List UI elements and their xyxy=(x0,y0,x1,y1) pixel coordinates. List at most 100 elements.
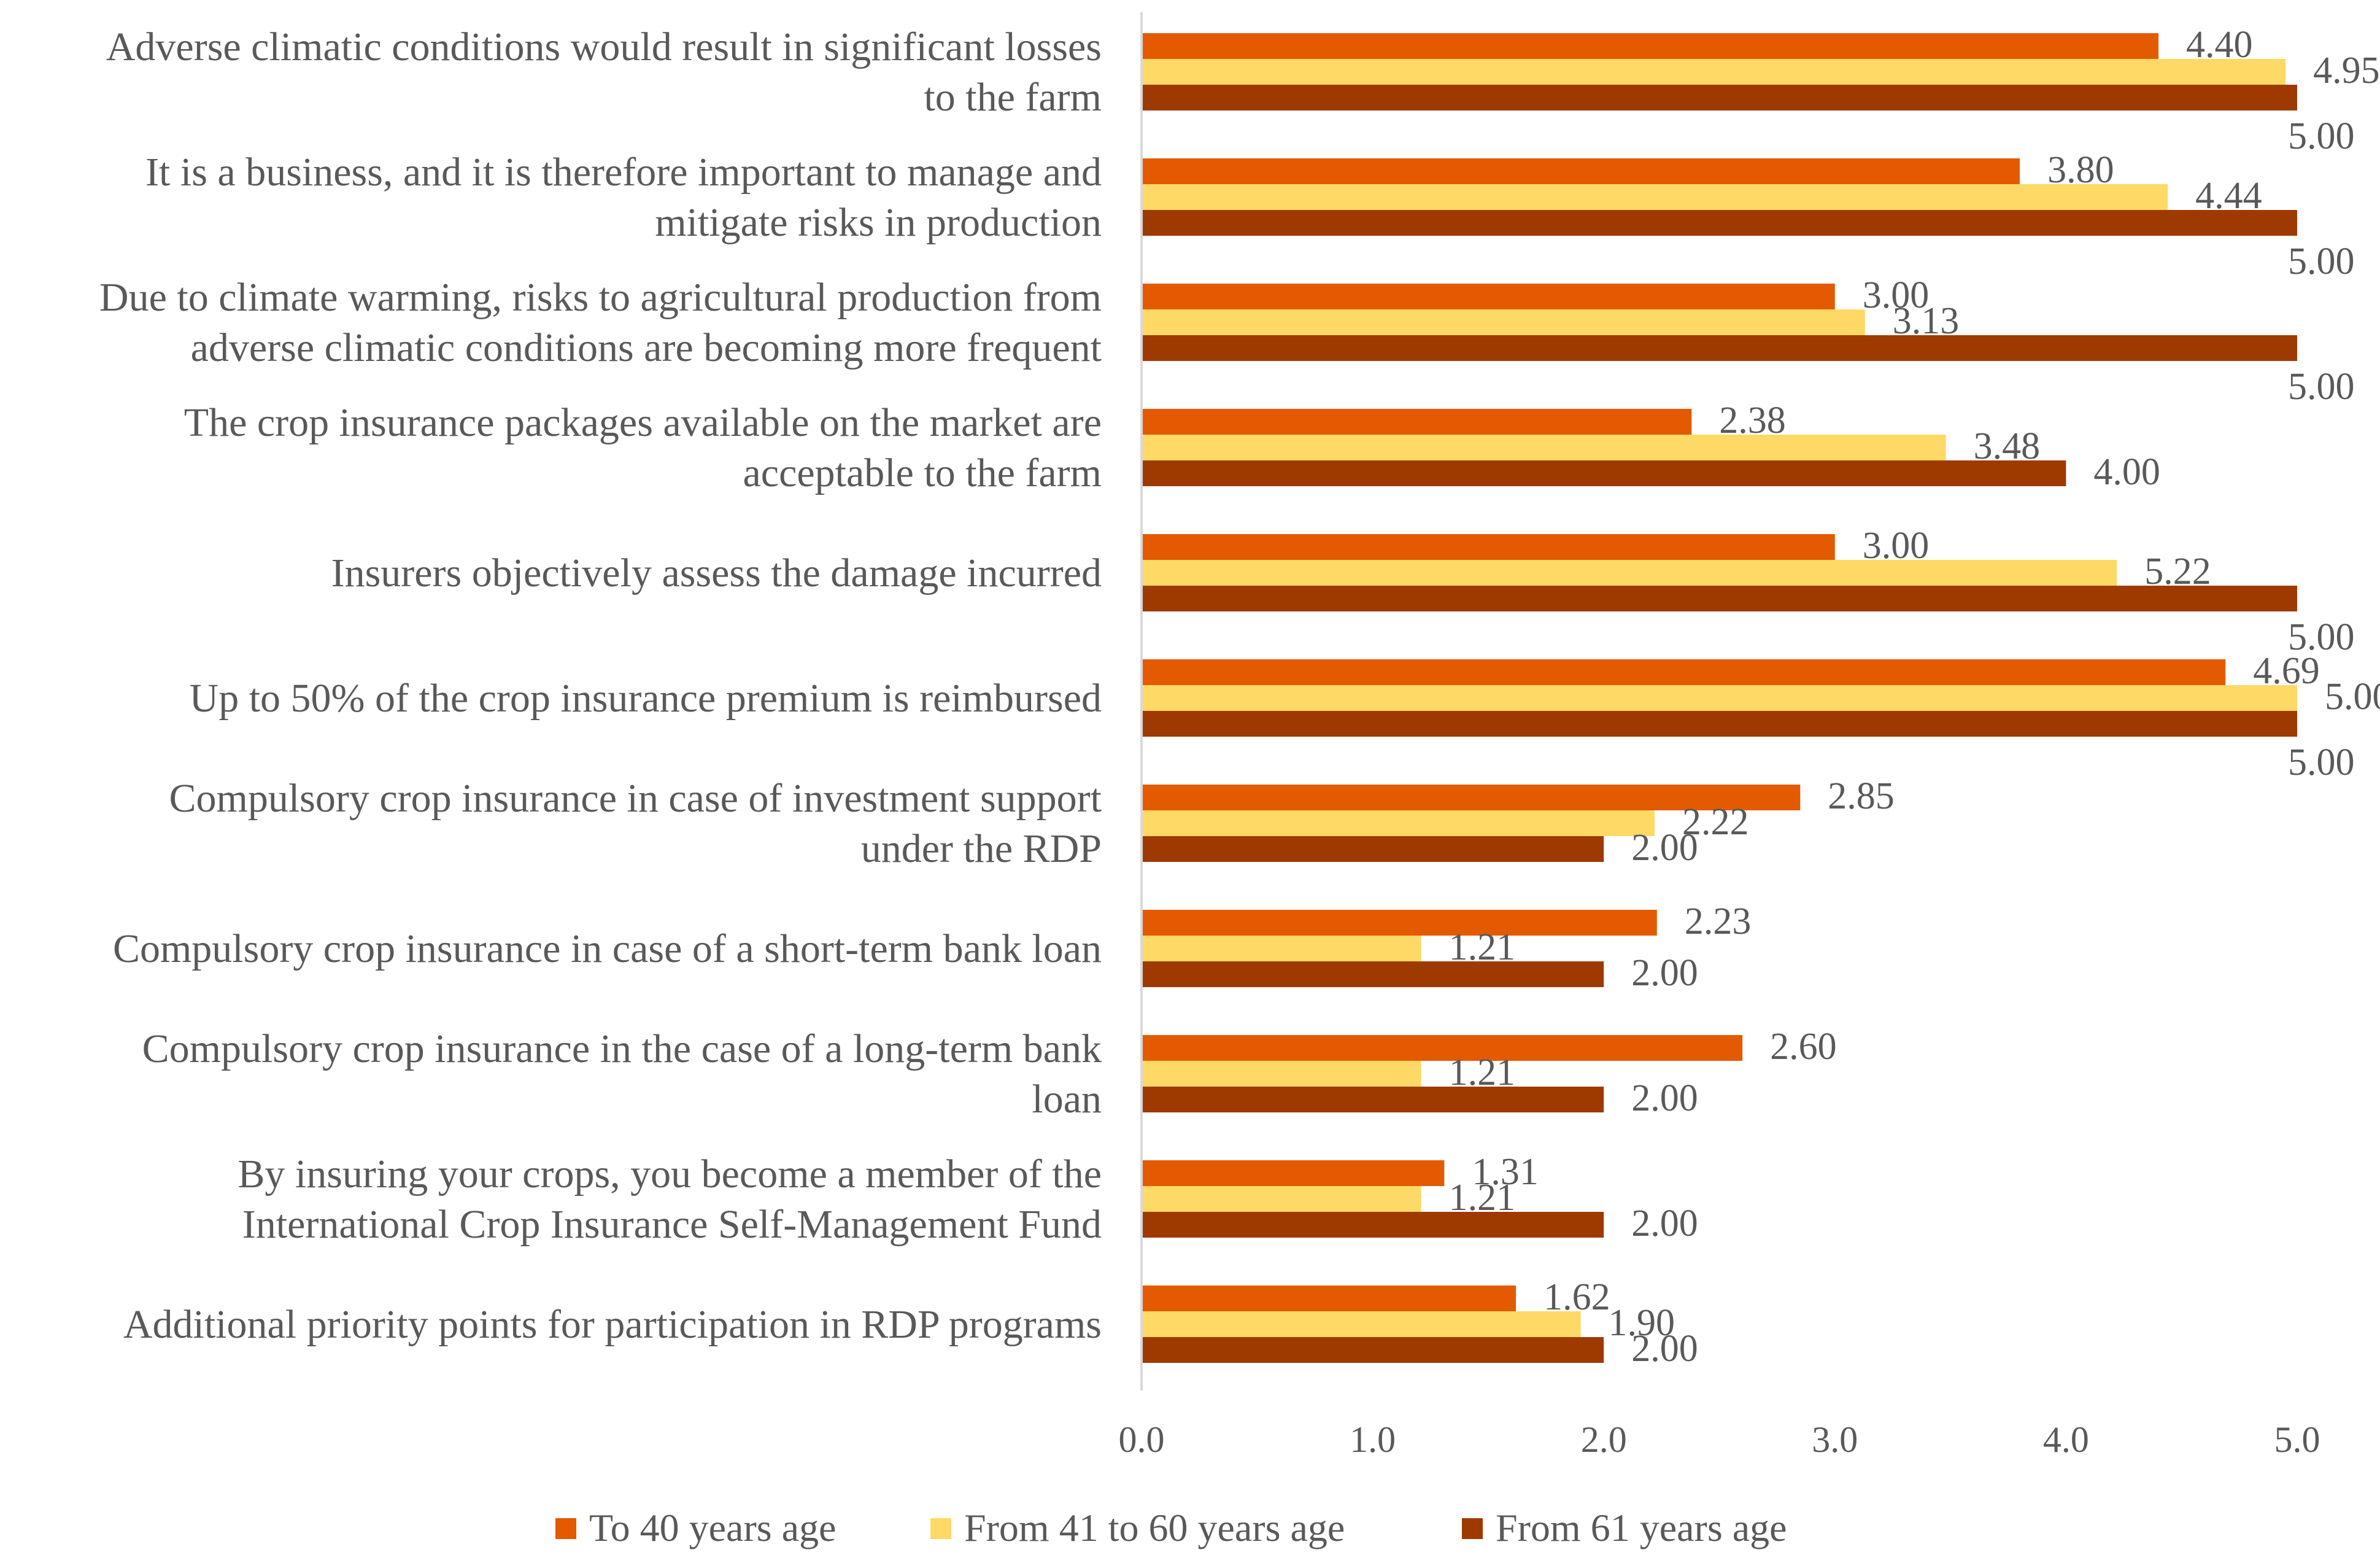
data-label: 2.00 xyxy=(1631,1328,1698,1370)
data-label: 1.21 xyxy=(1449,1177,1516,1219)
category-label: acceptable to the farm xyxy=(743,451,1102,495)
bar-41-60 xyxy=(1142,1311,1581,1337)
bar-41-60 xyxy=(1142,1061,1421,1087)
bar-41-60 xyxy=(1142,184,2168,210)
category-label: By insuring your crops, you become a mem… xyxy=(238,1152,1102,1196)
data-label: 3.00 xyxy=(1863,525,1930,567)
bar-61-plus xyxy=(1142,1212,1604,1238)
x-tick-label: 0.0 xyxy=(1119,1419,1165,1460)
data-label: 2.22 xyxy=(1682,801,1749,843)
data-label: 5.00 xyxy=(2288,241,2355,282)
data-label: 3.13 xyxy=(1893,300,1960,342)
data-label: 1.31 xyxy=(1472,1151,1539,1193)
data-label: 5.22 xyxy=(2144,551,2211,592)
bar-to-40 xyxy=(1142,284,1835,309)
data-label: 2.23 xyxy=(1685,901,1752,942)
data-label: 1.90 xyxy=(1609,1302,1675,1344)
category-label: loan xyxy=(1032,1077,1102,1122)
category-label: to the farm xyxy=(924,75,1102,120)
data-label: 1.62 xyxy=(1544,1276,1610,1318)
bar-61-plus xyxy=(1142,335,2297,361)
bar-41-60 xyxy=(1142,59,2286,85)
legend: To 40 years age From 41 to 60 years age Fr… xyxy=(555,1506,1787,1549)
category-label: The crop insurance packages available on… xyxy=(184,400,1102,445)
category-label: Compulsory crop insurance in case of inv… xyxy=(169,776,1102,821)
data-label: 2.00 xyxy=(1631,1203,1698,1244)
data-label: 5.00 xyxy=(2325,676,2380,718)
bar-41-60 xyxy=(1142,1186,1421,1212)
data-label: 3.48 xyxy=(1974,425,2041,467)
bar-41-60 xyxy=(1142,435,1946,460)
bar-41-60 xyxy=(1142,560,2117,586)
bar-61-plus xyxy=(1142,460,2066,486)
category-label: Adverse climatic conditions would result… xyxy=(106,25,1102,69)
data-label: 2.85 xyxy=(1828,775,1895,817)
category-label: Due to climate warming, risks to agricul… xyxy=(99,275,1102,320)
data-label: 4.95 xyxy=(2313,50,2380,91)
data-label: 3.00 xyxy=(1863,274,1930,316)
category-label: adverse climatic conditions are becoming… xyxy=(191,325,1102,370)
bar-to-40 xyxy=(1142,158,2020,184)
bar-to-40 xyxy=(1142,910,1657,936)
data-label: 4.40 xyxy=(2186,24,2253,66)
x-tick-label: 5.0 xyxy=(2274,1419,2320,1460)
data-label: 2.00 xyxy=(1631,1077,1698,1119)
bar-to-40 xyxy=(1142,409,1692,435)
data-label: 5.00 xyxy=(2288,742,2355,783)
legend-label: From 41 to 60 years age xyxy=(964,1506,1345,1549)
legend-swatch xyxy=(930,1518,951,1539)
category-label: Compulsory crop insurance in case of a s… xyxy=(113,926,1102,971)
bar-61-plus xyxy=(1142,85,2297,111)
category-label: Additional priority points for participa… xyxy=(123,1302,1102,1347)
x-axis-ticks: 0.0 1.0 2.0 3.0 4.0 5.0 xyxy=(1119,1419,2320,1460)
category-label: International Crop Insurance Self-Manage… xyxy=(242,1202,1102,1247)
bar-41-60 xyxy=(1142,685,2297,711)
bar-41-60 xyxy=(1142,309,1865,335)
labels-layer: 4.404.955.003.804.445.003.003.135.002.38… xyxy=(1449,24,2380,1370)
bar-to-40 xyxy=(1142,534,1835,560)
data-label: 4.00 xyxy=(2093,451,2160,493)
bar-61-plus xyxy=(1142,961,1604,987)
data-label: 5.00 xyxy=(2288,616,2355,658)
bar-61-plus xyxy=(1142,210,2297,236)
data-label: 3.80 xyxy=(2047,149,2114,191)
x-tick-label: 1.0 xyxy=(1350,1419,1396,1460)
legend-swatch xyxy=(555,1518,576,1539)
bars-layer xyxy=(1142,33,2297,1363)
x-tick-label: 2.0 xyxy=(1581,1419,1627,1460)
category-label: under the RDP xyxy=(861,826,1102,871)
legend-label: From 61 years age xyxy=(1496,1506,1787,1549)
data-label: 4.69 xyxy=(2253,650,2320,692)
x-tick-label: 3.0 xyxy=(1812,1419,1858,1460)
x-tick-label: 4.0 xyxy=(2043,1419,2089,1460)
data-label: 2.00 xyxy=(1631,952,1698,994)
legend-swatch xyxy=(1462,1518,1483,1539)
bar-61-plus xyxy=(1142,711,2297,737)
category-label: It is a business, and it is therefore im… xyxy=(145,150,1102,195)
category-label: Up to 50% of the crop insurance premium … xyxy=(190,676,1102,721)
bar-to-40 xyxy=(1142,1035,1743,1061)
bar-41-60 xyxy=(1142,810,1655,836)
data-label: 4.44 xyxy=(2195,175,2262,217)
bar-61-plus xyxy=(1142,1087,1604,1112)
data-label: 2.60 xyxy=(1770,1026,1837,1068)
bar-61-plus xyxy=(1142,836,1604,862)
bar-to-40 xyxy=(1142,659,2226,685)
legend-label: To 40 years age xyxy=(589,1506,836,1549)
data-label: 5.00 xyxy=(2288,366,2355,408)
bar-41-60 xyxy=(1142,936,1421,961)
bar-to-40 xyxy=(1142,1160,1445,1186)
category-label: mitigate risks in production xyxy=(655,200,1102,245)
bar-61-plus xyxy=(1142,1337,1604,1363)
category-label: Compulsory crop insurance in the case of… xyxy=(142,1026,1102,1071)
bar-to-40 xyxy=(1142,1286,1516,1311)
bar-61-plus xyxy=(1142,586,2297,611)
data-label: 2.38 xyxy=(1719,400,1786,441)
data-label: 5.00 xyxy=(2288,115,2355,157)
category-label: Insurers objectively assess the damage i… xyxy=(331,551,1102,595)
bar-to-40 xyxy=(1142,785,1801,810)
data-label: 1.21 xyxy=(1449,926,1516,968)
category-labels: Adverse climatic conditions would result… xyxy=(99,25,1102,1347)
data-label: 1.21 xyxy=(1449,1052,1516,1093)
